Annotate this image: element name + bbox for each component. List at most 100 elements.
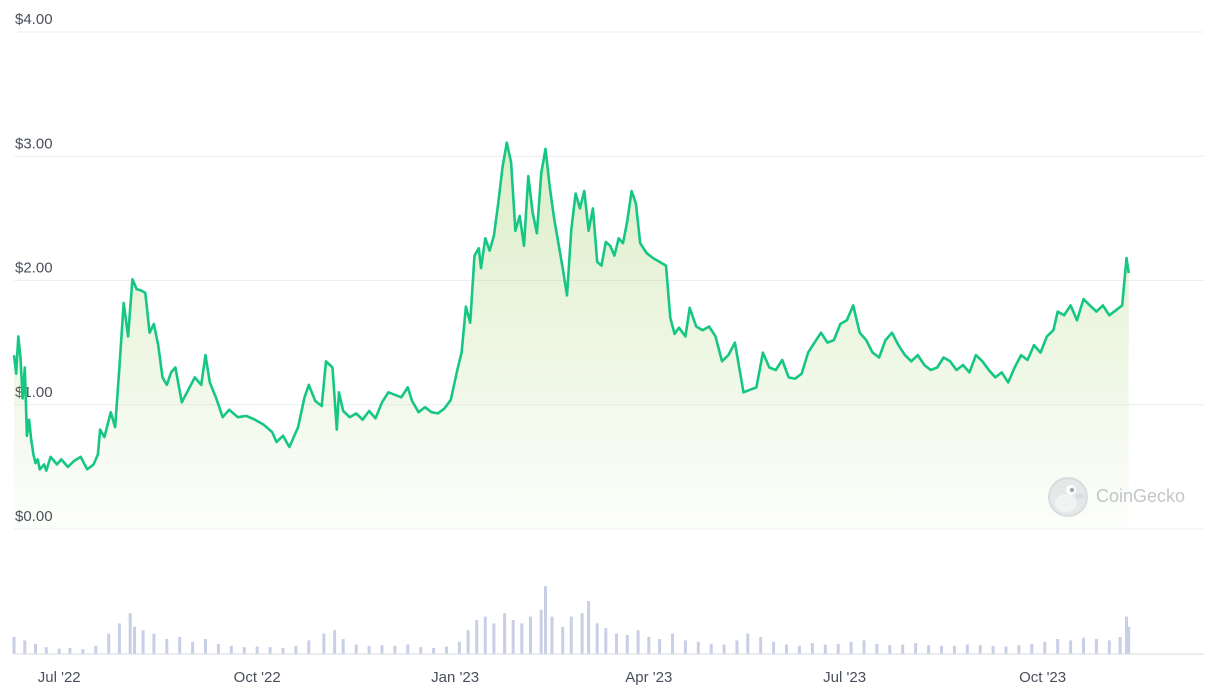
x-tick-label: Oct '23 — [1019, 669, 1066, 686]
volume-bar — [587, 601, 591, 654]
volume-bar — [322, 633, 326, 654]
volume-bars — [12, 586, 1204, 655]
volume-bar — [658, 639, 662, 654]
volume-bar — [229, 645, 233, 654]
volume-bar — [888, 645, 892, 654]
volume-bar — [141, 630, 145, 654]
x-tick-label: Jul '22 — [38, 669, 81, 686]
volume-bar — [550, 616, 554, 654]
volume-bar — [57, 648, 61, 654]
volume-bar — [1069, 640, 1073, 654]
volume-bar — [709, 643, 713, 654]
x-tick-label: Jul '23 — [823, 669, 866, 686]
volume-bar — [178, 637, 182, 654]
volume-bar — [785, 644, 788, 654]
coingecko-watermark: CoinGecko — [1048, 477, 1185, 517]
volume-bar — [735, 640, 739, 654]
x-tick-label: Apr '23 — [625, 669, 672, 686]
volume-bar — [341, 639, 345, 654]
volume-bar — [1082, 637, 1085, 654]
volume-bar — [23, 640, 27, 654]
volume-bar — [354, 644, 358, 654]
volume-bar — [927, 645, 931, 654]
volume-bar — [1017, 645, 1021, 654]
volume-bar — [1043, 641, 1047, 654]
volume-bar — [216, 643, 220, 654]
y-tick-label: $2.00 — [15, 260, 53, 277]
volume-bar — [511, 620, 515, 654]
volume-bar — [759, 637, 763, 654]
volume-bar — [94, 645, 98, 654]
volume-bar — [483, 616, 487, 654]
volume-bar — [991, 645, 995, 654]
volume-bar — [647, 637, 651, 654]
volume-bar — [797, 645, 801, 654]
volume-bar — [539, 609, 543, 654]
volume-bar — [772, 641, 776, 654]
volume-bar — [466, 630, 470, 654]
volume-bar — [1094, 639, 1098, 654]
volume-bar — [569, 616, 573, 654]
volume-bar — [1107, 640, 1111, 654]
volume-bar — [849, 641, 853, 654]
volume-bar — [1127, 626, 1131, 654]
volume-bar — [419, 647, 423, 654]
volume-bar — [940, 645, 943, 654]
volume-bar — [625, 635, 629, 654]
volume-bar — [268, 647, 272, 654]
volume-bar — [81, 649, 85, 654]
volume-bar — [604, 628, 608, 654]
watermark-text: CoinGecko — [1096, 486, 1185, 506]
volume-bar — [1004, 646, 1008, 654]
volume-bar — [34, 643, 37, 654]
volume-bar — [561, 626, 565, 654]
x-axis-labels: Jul '22 Oct '22 Jan '23 Apr '23 Jul '23 Oct '… — [38, 669, 1066, 686]
y-tick-label: $4.00 — [15, 11, 53, 28]
volume-bar — [823, 644, 827, 654]
volume-bar — [529, 616, 532, 654]
volume-bar — [445, 646, 448, 654]
volume-bar — [152, 633, 156, 654]
volume-bar — [255, 646, 259, 654]
volume-bar — [492, 623, 496, 654]
volume-bar — [914, 643, 918, 654]
volume-bar — [1056, 639, 1060, 654]
volume-bar — [595, 623, 599, 654]
volume-bar — [580, 613, 584, 654]
volume-bar — [44, 647, 48, 654]
volume-bar — [836, 643, 840, 654]
volume-bar — [544, 586, 547, 654]
volume-bar — [380, 645, 384, 654]
volume-bar — [862, 640, 866, 654]
volume-bar — [191, 641, 195, 654]
volume-bar — [671, 633, 674, 654]
volume-bar — [1030, 643, 1034, 654]
volume-bar — [503, 613, 507, 654]
volume-bar — [204, 639, 207, 654]
volume-bar — [307, 640, 311, 654]
volume-bar — [475, 620, 479, 654]
price-line — [12, 141, 1130, 472]
volume-bar — [1118, 637, 1122, 654]
volume-bar — [242, 647, 246, 654]
volume-bar — [457, 641, 461, 654]
volume-bar — [722, 644, 726, 654]
volume-bar — [68, 647, 72, 654]
volume-bar — [128, 613, 132, 654]
volume-bar — [965, 644, 969, 654]
volume-bar — [683, 640, 687, 654]
volume-bar — [117, 623, 121, 654]
volume-bar — [978, 645, 982, 654]
volume-bar — [367, 645, 371, 654]
x-tick-label: Oct '22 — [234, 669, 281, 686]
volume-bar — [746, 633, 750, 654]
price-area — [14, 142, 1129, 529]
volume-bar — [1125, 616, 1128, 654]
volume-bar — [333, 630, 337, 654]
volume-bar — [107, 633, 111, 654]
volume-bar — [615, 633, 618, 654]
volume-bar — [432, 647, 436, 654]
volume-bar — [12, 637, 16, 654]
volume-bar — [406, 644, 410, 654]
